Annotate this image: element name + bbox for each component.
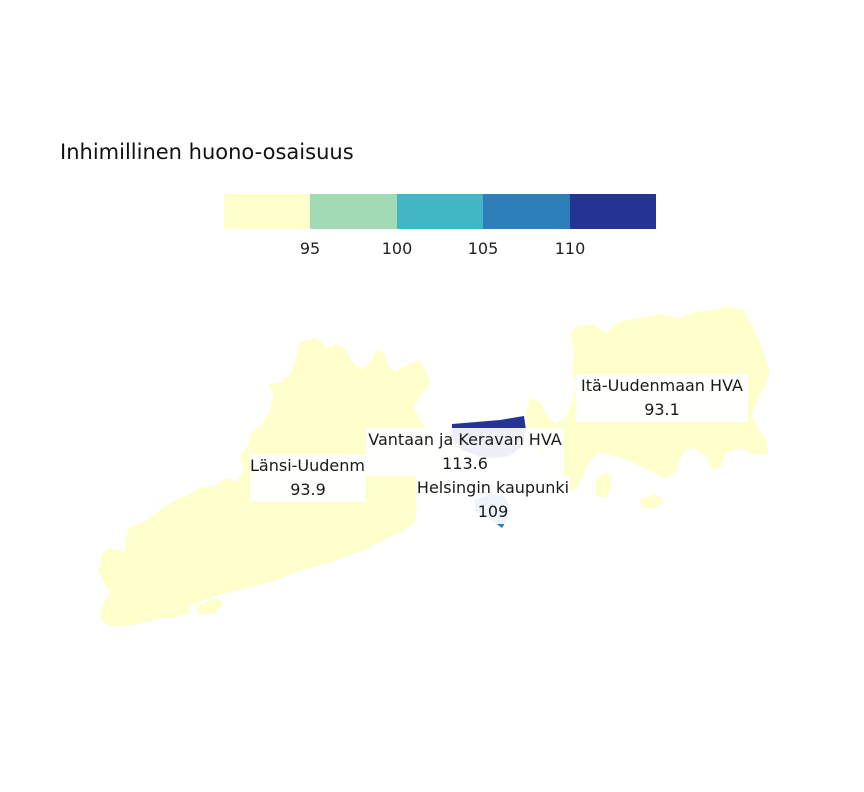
region-ita-islet-2 bbox=[640, 494, 664, 508]
label-vantaa-kerava-value: 113.6 bbox=[442, 454, 488, 473]
label-lansi-uusimaa-name: Länsi-Uudenma bbox=[250, 456, 366, 475]
label-lansi-uusimaa-value: 93.9 bbox=[290, 480, 326, 499]
legend-tick-110: 110 bbox=[554, 239, 586, 258]
label-vantaa-kerava: Vantaan ja Keravan HVA 113.6 bbox=[366, 428, 564, 476]
region-ita-islet-1 bbox=[596, 472, 612, 498]
region-ita-islet-3 bbox=[708, 456, 722, 470]
label-vantaa-kerava-name: Vantaan ja Keravan HVA bbox=[368, 430, 562, 449]
region-lansi-islet-1 bbox=[150, 600, 190, 618]
legend-tick-100: 100 bbox=[381, 239, 413, 258]
legend-tick-95: 95 bbox=[299, 239, 321, 258]
legend-tick-105: 105 bbox=[467, 239, 499, 258]
legend-swatch-4 bbox=[483, 194, 570, 229]
legend-swatch-2 bbox=[310, 194, 397, 229]
label-helsinki-name: Helsingin kaupunki bbox=[416, 478, 570, 497]
label-ita-uusimaa-value: 93.1 bbox=[644, 400, 680, 419]
label-ita-uusimaa-name: Itä-Uudenmaan HVA bbox=[581, 376, 743, 395]
legend-swatch-3 bbox=[396, 194, 484, 229]
label-lansi-uusimaa: Länsi-Uudenma 93.9 bbox=[250, 454, 366, 502]
map-title: Inhimillinen huono-osaisuus bbox=[60, 140, 354, 164]
legend-swatch-5 bbox=[569, 194, 657, 229]
color-legend: 95 100 105 110 bbox=[224, 194, 657, 258]
region-lansi-islet-2 bbox=[196, 598, 224, 614]
label-helsinki-value: 109 bbox=[477, 502, 509, 521]
legend-bar bbox=[224, 194, 657, 229]
label-ita-uusimaa: Itä-Uudenmaan HVA 93.1 bbox=[576, 374, 748, 422]
label-helsinki: Helsingin kaupunki 109 bbox=[416, 476, 570, 524]
legend-swatch-1 bbox=[224, 194, 311, 229]
